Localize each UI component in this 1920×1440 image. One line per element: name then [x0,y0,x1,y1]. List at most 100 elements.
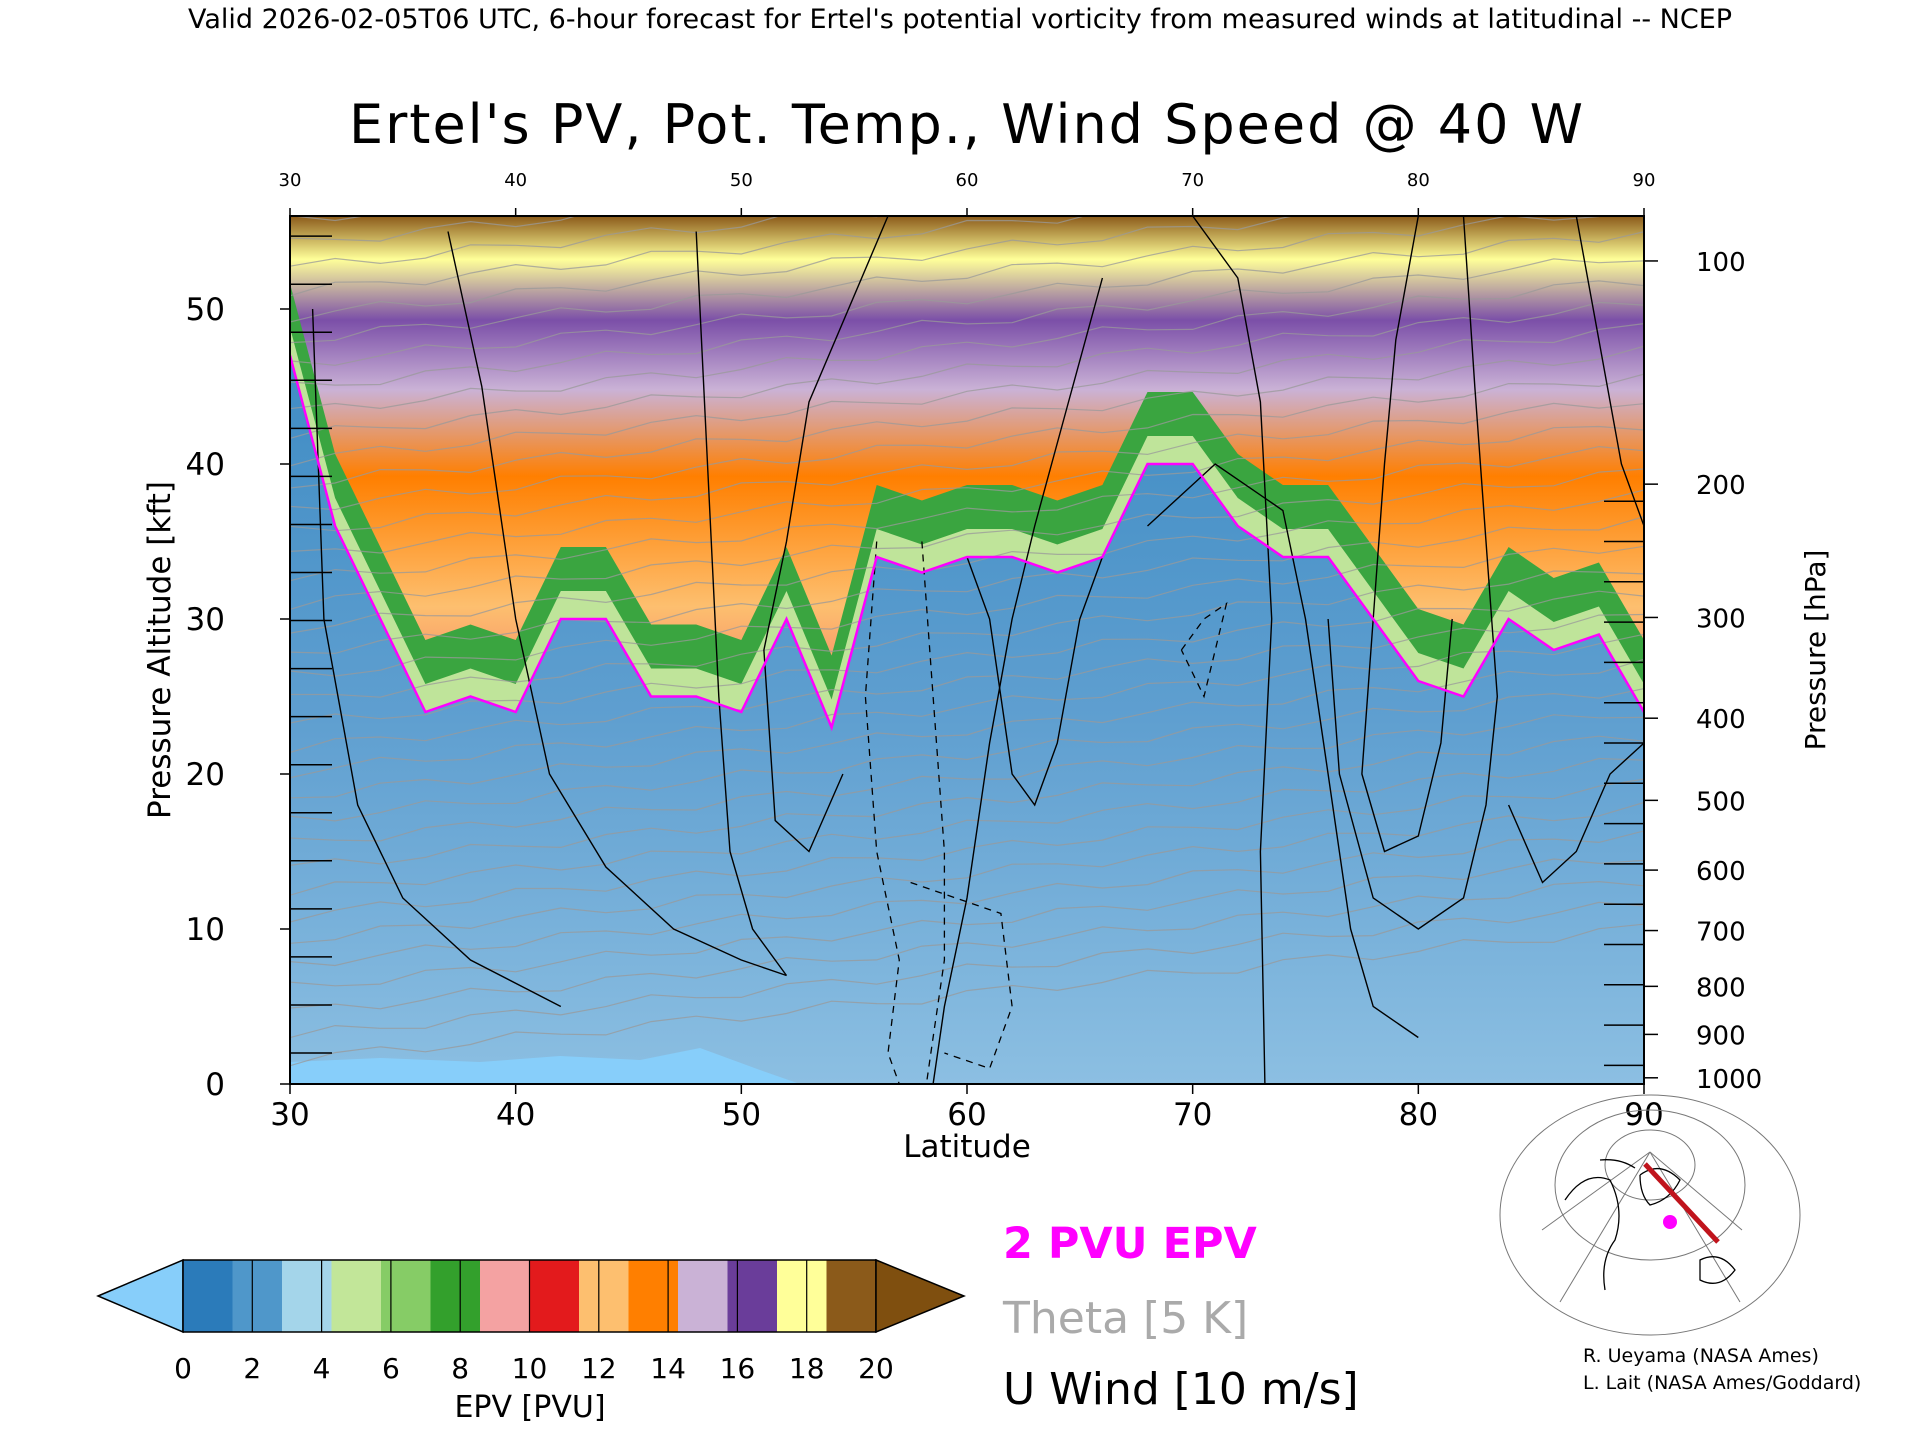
colorbar-swatch [282,1260,332,1332]
cross-section-track [1643,1162,1720,1244]
x-axis: 30 40 50 60 70 80 90 [270,1084,1664,1133]
wind-contours [311,216,1644,1084]
theta-contour [290,901,1644,1039]
x-tick-label: 80 [1399,1097,1438,1133]
colorbar-swatch [579,1260,629,1332]
plot-area [290,216,1644,1084]
y-tick-label: 0 [205,1067,225,1103]
theta-contours [290,216,1644,1067]
pressure-tick-label: 1000 [1696,1065,1762,1095]
pressure-tick-label: 100 [1696,248,1746,278]
x-tick-label-top: 40 [504,170,527,191]
colorbar-tick-label: 8 [451,1352,469,1385]
pressure-tick-label: 200 [1696,471,1746,501]
troposphere-field [290,355,1644,1084]
locator-map [1499,1094,1801,1336]
theta-contour [290,216,1603,344]
colorbar-tick-label: 10 [512,1352,548,1385]
theta-contour [290,301,1644,439]
colorbar-swatch [727,1260,778,1332]
y-tick-label: 30 [186,602,225,638]
chart-title: Ertel's PV, Pot. Temp., Wind Speed @ 40 … [349,93,1585,156]
credit-line-2: L. Lait (NASA Ames/Goddard) [1583,1372,1861,1394]
wind-contour [1327,216,1499,930]
wind-contour [763,216,889,853]
pressure-tick-label: 700 [1696,918,1746,948]
theta-contour [290,489,1644,634]
theta-contour [290,216,1297,323]
theta-contour [290,216,882,267]
wind-contour [1192,216,1273,1084]
theta-contour [290,258,1644,386]
x-tick-label-top: 50 [730,170,753,191]
theta-contour [290,425,1644,554]
colorbar-tick-label: 6 [382,1352,400,1385]
x-tick-label-top: 60 [956,170,979,191]
wind-contour [1147,463,1419,1039]
theta-contour [290,216,578,242]
y-axis-label: Pressure Altitude [kft] [142,481,178,819]
y-axis: 0 10 20 30 40 50 [186,235,332,1103]
theta-contour [290,880,1644,1010]
pressure-tick-label: 600 [1696,857,1746,887]
theta-contour [290,735,1644,866]
colorbar-tick-label: 12 [581,1352,617,1385]
colorbar-over-arrow [875,1258,966,1334]
wind-contour-negative [910,881,1013,1070]
theta-contour [290,590,1644,724]
theta-contour [290,658,1644,799]
wind-contour [1507,742,1644,884]
theta-contour [290,613,1644,754]
colorbar-swatch [529,1260,580,1332]
theta-contour [290,778,1644,923]
theta-contour [290,570,1644,698]
theta-contour [290,633,1644,779]
colorbar-swatch [381,1260,431,1332]
x-tick-label: 60 [947,1097,986,1133]
legend-wind: U Wind [10 m/s] [1003,1364,1359,1415]
header-banner: Valid 2026-02-05T06 UTC, 6-hour forecast… [188,4,1732,35]
wind-contour-negative [864,541,900,1084]
wind-contour [932,277,1104,1084]
pressure-axis: 100 200 300 400 500 600 700 800 900 1000 [1604,248,1762,1095]
colorbar-tick-label: 4 [313,1352,331,1385]
wind-contour [447,231,787,977]
y-tick-label: 40 [186,447,225,483]
colorbar-swatch [232,1260,283,1332]
colorbar: 0 2 4 6 8 10 12 14 16 18 20 EPV [PVU] [96,1258,966,1425]
y-tick-label: 20 [186,757,225,793]
colorbar-label: EPV [PVU] [454,1390,605,1425]
x-tick-label: 40 [496,1097,535,1133]
colorbar-tick-label: 16 [720,1352,756,1385]
wind-contour [1575,216,1644,527]
theta-contour [290,402,1644,532]
y-tick-label: 50 [186,292,225,328]
theta-contour [290,280,1644,410]
colorbar-tick-label: 14 [650,1352,686,1385]
x-tick-label: 50 [722,1097,761,1133]
theta-contour [290,830,1644,967]
wind-contour-negative [921,541,946,1084]
colorbar-swatch [430,1260,481,1332]
theta-contour [290,373,1644,511]
legend-theta: Theta [5 K] [1002,1293,1248,1344]
theta-contour [290,688,1644,822]
wind-contour [311,308,562,1008]
x-axis-label: Latitude [903,1129,1031,1165]
wind-contour-negative [1180,601,1228,699]
colorbar-tick-label: 2 [243,1352,261,1385]
wind-contour [695,231,788,976]
colorbar-swatch [331,1260,382,1332]
wind-contour [1361,216,1453,853]
pressure-tick-label: 400 [1696,705,1746,735]
colorbar-swatch [826,1260,877,1332]
x-tick-label: 70 [1173,1097,1212,1133]
y-tick-label: 10 [186,912,225,948]
pressure-tick-label: 800 [1696,973,1746,1003]
location-marker [1663,1215,1677,1229]
x-tick-label-top: 90 [1633,170,1656,191]
x-tick-label-top: 30 [279,170,302,191]
colorbar-swatch [628,1260,679,1332]
colorbar-tick-label: 18 [789,1352,825,1385]
